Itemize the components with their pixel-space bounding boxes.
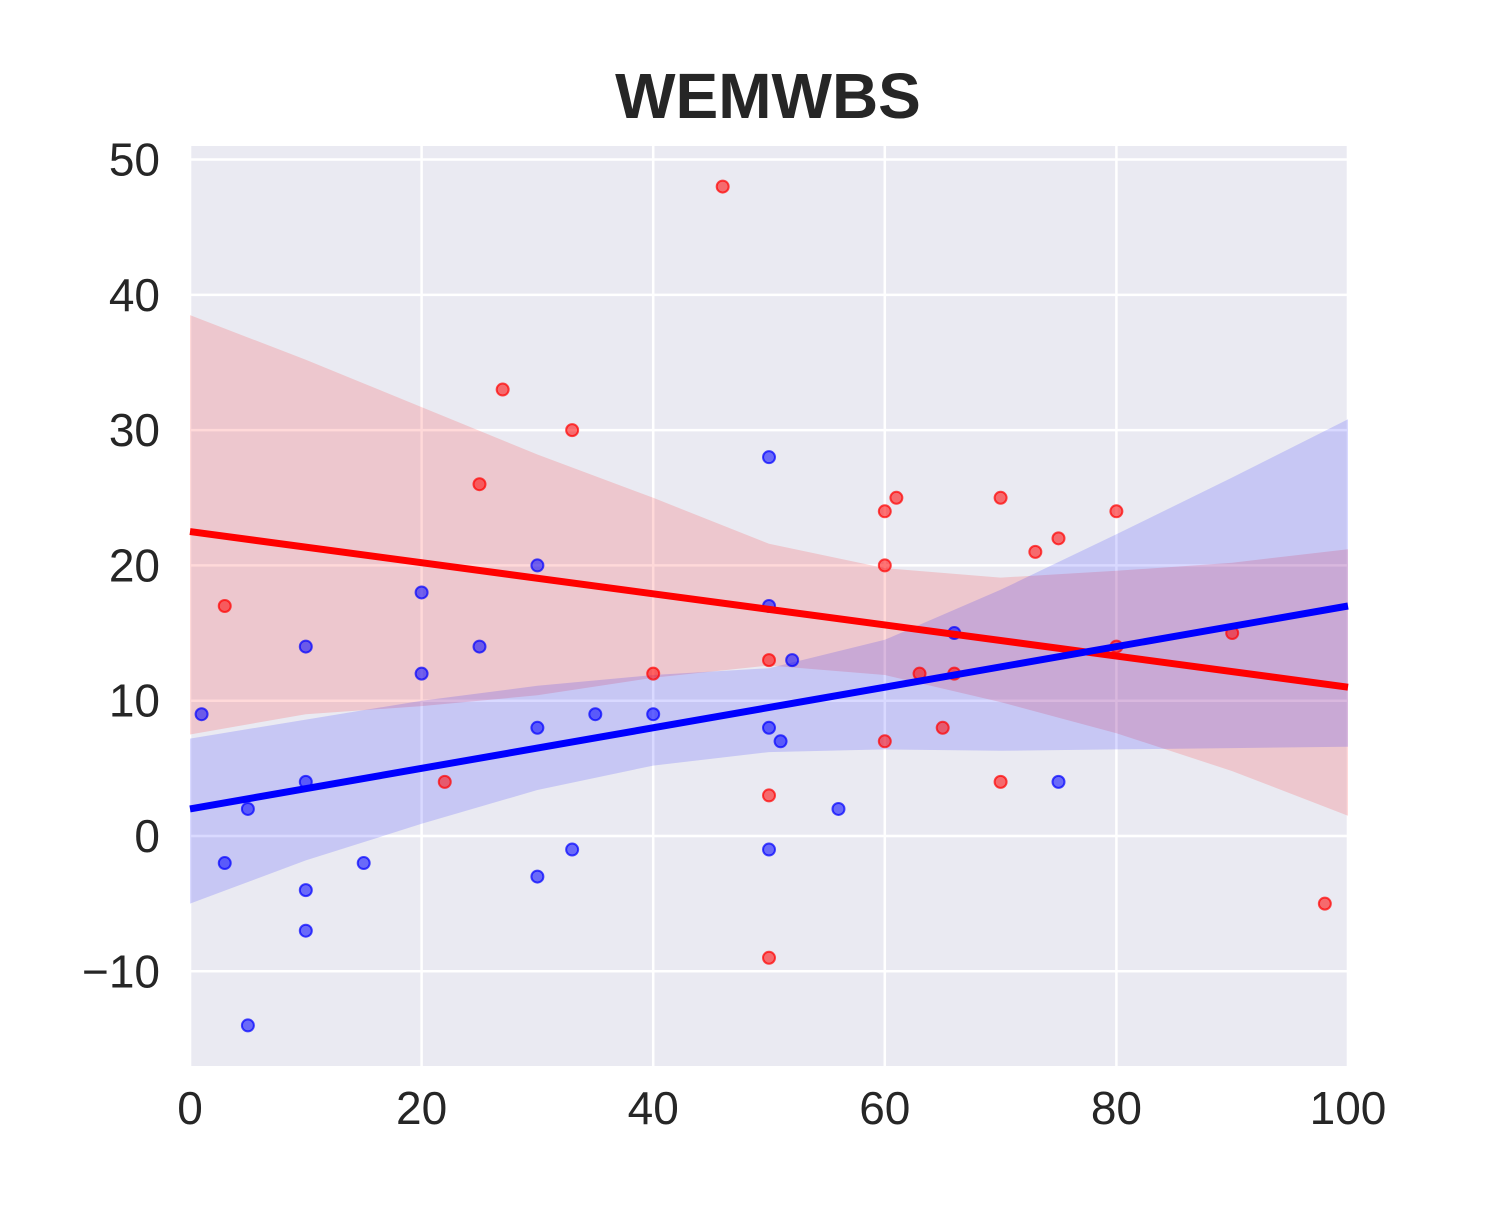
scatter-point	[194, 707, 209, 722]
scatter-point	[889, 490, 904, 505]
scatter-point	[530, 720, 545, 735]
scatter-point	[1317, 896, 1332, 911]
tick-labels: 0 20 40 60 80 100 −10 0 10 20 30 40 50	[82, 134, 1386, 1134]
scatter-point	[877, 504, 892, 519]
x-tick-label: 80	[1091, 1082, 1142, 1134]
scatter-point	[437, 774, 452, 789]
confidence-band	[190, 419, 1348, 904]
y-tick-label: 50	[109, 134, 160, 186]
scatter-point	[762, 788, 776, 803]
x-tick-label: 100	[1310, 1082, 1387, 1134]
scatter-point	[240, 1018, 255, 1033]
x-tick-label: 60	[859, 1082, 910, 1134]
scatter-point	[1051, 774, 1066, 789]
scatter-point	[240, 801, 255, 816]
scatter-point	[762, 720, 776, 735]
scatter-point	[1109, 504, 1124, 519]
regression-line	[189, 528, 1349, 691]
scatter-point	[565, 842, 580, 857]
scatter-point	[877, 558, 892, 573]
regression-line	[189, 602, 1349, 813]
scatter-point	[298, 883, 313, 898]
scatter-point	[1028, 544, 1043, 559]
scatter-point	[565, 423, 580, 438]
scatter-point	[495, 382, 510, 397]
confidence-band	[190, 315, 1348, 816]
confidence-bands	[190, 315, 1348, 904]
scatter-point	[530, 869, 545, 884]
grid-lines	[188, 146, 1350, 1066]
y-tick-label: 40	[109, 269, 160, 321]
y-tick-label: 10	[109, 675, 160, 727]
y-tick-label: −10	[82, 945, 160, 997]
scatter-point	[715, 179, 730, 194]
scatter-point	[762, 450, 776, 465]
scatter-point	[298, 639, 313, 654]
scatter-point	[298, 923, 313, 938]
x-tick-label: 20	[396, 1082, 447, 1134]
scatter-point	[762, 653, 776, 668]
scatter-point	[356, 856, 371, 871]
scatter-point	[217, 856, 232, 871]
scatter-point	[762, 842, 776, 857]
chart-title: WEMWBS	[615, 60, 921, 132]
scatter-point	[414, 666, 429, 681]
scatter-point	[831, 801, 846, 816]
y-tick-label: 20	[109, 539, 160, 591]
scatter-point	[1051, 531, 1066, 546]
scatter-point	[414, 585, 429, 600]
regression-lines	[189, 528, 1349, 813]
scatter-point	[588, 707, 603, 722]
scatter-point	[472, 477, 487, 492]
scatter-points	[194, 179, 1332, 1033]
scatter-point	[217, 599, 232, 613]
scatter-point	[646, 707, 661, 722]
x-tick-label: 0	[177, 1082, 203, 1134]
y-tick-label: 0	[134, 810, 160, 862]
scatter-point	[935, 720, 950, 735]
scatter-point	[993, 774, 1008, 789]
scatter-point	[646, 666, 661, 681]
scatter-point	[530, 558, 545, 573]
scatter-point	[993, 490, 1008, 505]
scatter-point	[877, 734, 892, 749]
y-tick-label: 30	[109, 404, 160, 456]
scatter-point	[472, 639, 487, 654]
scatter-point	[762, 950, 776, 965]
x-tick-label: 40	[628, 1082, 679, 1134]
scatter-point	[785, 653, 800, 668]
scatter-point	[773, 734, 788, 749]
